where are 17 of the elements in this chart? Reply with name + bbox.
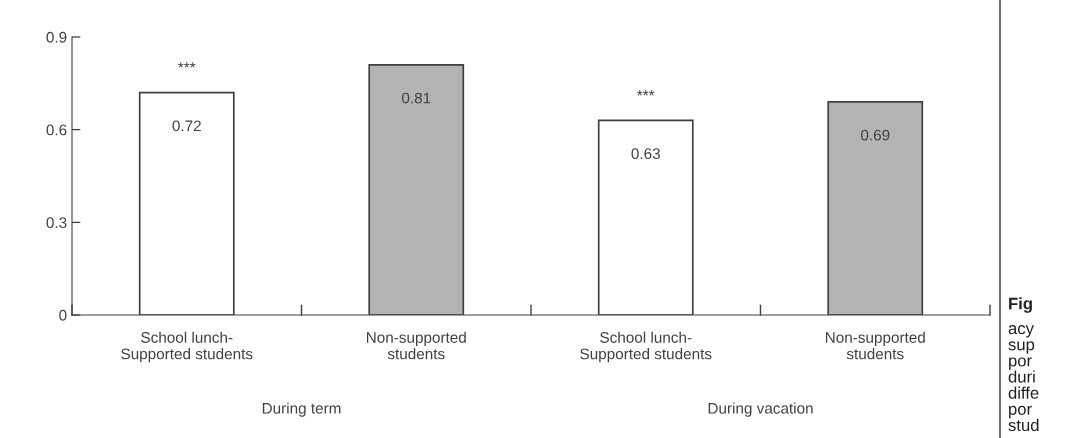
text: During term bbox=[262, 402, 341, 417]
text: During vacation bbox=[708, 402, 813, 417]
annotation: *** bbox=[637, 90, 655, 96]
data-label: 0.63 bbox=[631, 148, 660, 160]
y-tick-label: 0.3 bbox=[46, 217, 67, 229]
x-tick-label: School lunch- Supported students bbox=[121, 331, 253, 363]
y-tick-label: 0.6 bbox=[46, 124, 67, 136]
y-tick-label: 0 bbox=[59, 309, 67, 321]
data-label: 0.81 bbox=[401, 92, 431, 104]
x-tick-label: Non-supported students bbox=[825, 331, 925, 360]
text: Fig acy sup por duri diffe por stud bbox=[1008, 297, 1039, 432]
data-label: 0.72 bbox=[172, 120, 201, 132]
y-tick-label: 0.9 bbox=[46, 31, 67, 43]
annotation: *** bbox=[178, 62, 196, 68]
x-tick-label: School lunch- Supported students bbox=[580, 331, 712, 363]
x-tick-label: Non-supported students bbox=[366, 331, 466, 360]
data-label: 0.69 bbox=[860, 129, 890, 141]
